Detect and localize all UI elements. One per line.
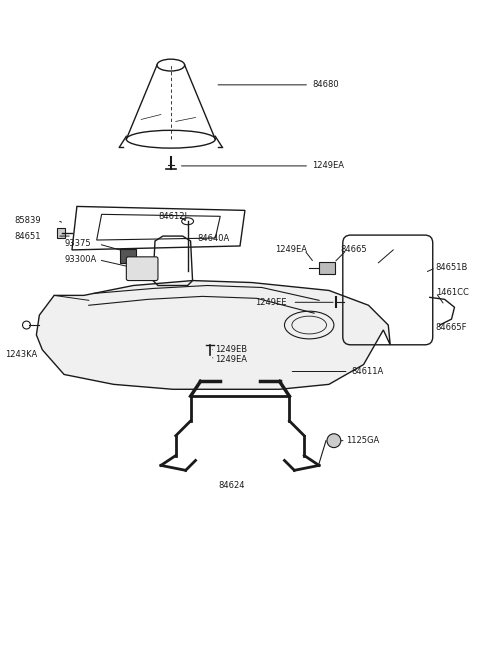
Text: 84651B: 84651B (436, 263, 468, 272)
Text: 1249EA: 1249EA (275, 246, 307, 254)
Text: 1249EA: 1249EA (216, 355, 247, 364)
Text: 1249EA: 1249EA (312, 162, 344, 170)
Bar (319, 261, 335, 274)
Text: 93375: 93375 (64, 240, 91, 248)
Text: 1249EB: 1249EB (216, 345, 247, 354)
Text: 84665F: 84665F (436, 323, 467, 332)
Text: 85839: 85839 (14, 215, 41, 225)
Text: 84624: 84624 (218, 481, 245, 489)
Text: 84680: 84680 (312, 80, 339, 89)
Text: 84665: 84665 (341, 246, 368, 254)
Text: 1461CC: 1461CC (436, 288, 468, 297)
Text: 84640A: 84640A (197, 233, 230, 242)
Text: 1243KA: 1243KA (5, 350, 37, 359)
Text: 84611A: 84611A (352, 367, 384, 376)
Text: 84612J: 84612J (158, 212, 187, 221)
Text: 93300A: 93300A (64, 256, 96, 264)
FancyBboxPatch shape (126, 257, 158, 281)
Text: 1125GA: 1125GA (346, 436, 379, 445)
Ellipse shape (327, 434, 341, 447)
Bar (57, 228, 65, 238)
Bar (120, 249, 136, 263)
Polygon shape (36, 281, 390, 390)
Text: 1249EE: 1249EE (255, 298, 287, 307)
Text: 84651: 84651 (14, 231, 41, 240)
